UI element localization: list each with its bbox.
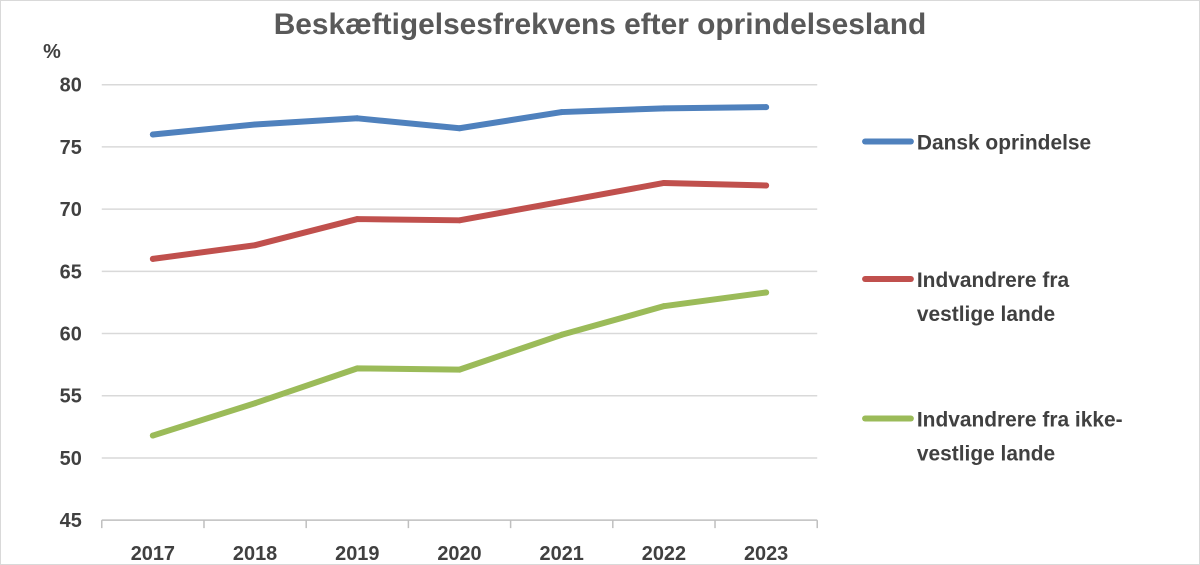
- legend-label: Dansk oprindelse: [917, 131, 1091, 154]
- x-tick-label: 2020: [437, 543, 481, 565]
- data-point: [354, 216, 361, 223]
- legend-label: vestlige lande: [917, 442, 1055, 465]
- data-point: [456, 217, 463, 224]
- x-tick-label: 2021: [540, 543, 584, 565]
- x-tick-label: 2017: [131, 543, 175, 565]
- data-point: [660, 105, 667, 112]
- y-tick-label: 60: [60, 324, 82, 346]
- data-point: [252, 121, 259, 128]
- legend-label: vestlige lande: [917, 303, 1055, 326]
- data-point: [558, 198, 565, 205]
- data-point: [149, 131, 156, 138]
- data-point: [558, 109, 565, 116]
- legend-label: Indvandrere fra: [917, 269, 1070, 292]
- y-tick-label: 45: [60, 510, 82, 532]
- y-tick-label: 80: [60, 75, 82, 97]
- x-tick-label: 2019: [335, 543, 379, 565]
- data-point: [354, 115, 361, 122]
- gridlines: [101, 83, 818, 459]
- y-tick-label: 65: [60, 261, 82, 283]
- data-point: [660, 303, 667, 310]
- legend: Dansk oprindelse Indvandrere fra vestlige …: [862, 131, 1123, 465]
- data-point: [149, 255, 156, 262]
- data-point: [149, 432, 156, 439]
- data-point: [252, 400, 259, 407]
- y-tick-label: 70: [60, 199, 82, 221]
- data-point: [456, 125, 463, 132]
- chart-title: Beskæftigelsesfrekvens efter oprindelses…: [274, 8, 927, 41]
- x-tick-label: 2022: [642, 543, 686, 565]
- y-axis-unit: %: [43, 41, 61, 63]
- y-tick-label: 55: [60, 386, 82, 408]
- y-tick-label: 50: [60, 448, 82, 470]
- x-tick-label: 2018: [233, 543, 277, 565]
- y-axis-ticks: 80 75 70 65 60 55 50 45: [60, 75, 82, 532]
- data-point: [763, 104, 770, 111]
- x-tick-label: 2023: [744, 543, 788, 565]
- data-point: [763, 182, 770, 189]
- x-axis: 2017 2018 2019 2020 2021 2022 2023: [101, 519, 818, 565]
- y-tick-label: 75: [60, 137, 82, 159]
- data-point: [456, 366, 463, 373]
- series-line: [149, 289, 770, 439]
- series-lines: [149, 104, 770, 439]
- data-point: [354, 365, 361, 372]
- data-point: [558, 331, 565, 338]
- data-point: [252, 242, 259, 249]
- data-point: [660, 180, 667, 186]
- data-point: [763, 289, 770, 296]
- legend-label: Indvandrere fra ikke-: [917, 408, 1123, 431]
